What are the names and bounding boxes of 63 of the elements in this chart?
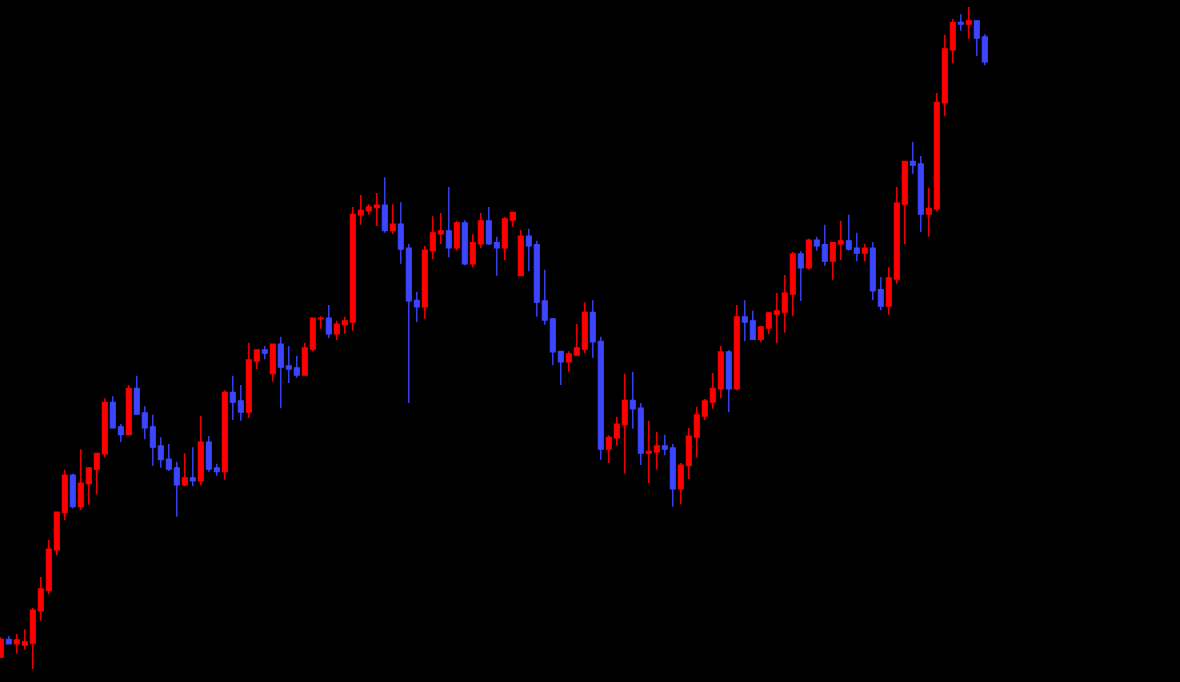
candlestick: [541, 269, 548, 326]
candlestick: [237, 384, 244, 422]
candlestick: [973, 19, 980, 57]
candlestick: [173, 461, 180, 518]
candlestick: [845, 214, 852, 252]
candlestick: [773, 292, 780, 344]
candlestick: [253, 349, 260, 370]
candlestick: [765, 311, 772, 335]
candlestick: [965, 6, 972, 40]
candlestick: [629, 371, 636, 430]
candlestick: [141, 405, 148, 440]
candlestick: [797, 250, 804, 302]
candlestick: [653, 431, 660, 471]
candlestick: [661, 433, 668, 456]
candlestick: [613, 416, 620, 446]
candlestick: [37, 576, 44, 622]
candlestick: [821, 224, 828, 267]
candlestick: [677, 462, 684, 505]
candlestick: [149, 414, 156, 467]
candlestick: [909, 141, 916, 175]
candlestick: [181, 452, 188, 487]
candlestick: [573, 323, 580, 357]
candlestick: [693, 406, 700, 459]
candlestick: [709, 372, 716, 410]
candlestick: [157, 436, 164, 469]
candlestick: [413, 290, 420, 323]
candlestick: [77, 448, 84, 511]
candlestick: [853, 232, 860, 262]
candlestick: [565, 350, 572, 373]
candlestick: [469, 233, 476, 268]
candlestick: [877, 276, 884, 311]
candlestick: [357, 194, 364, 226]
candlestick: [645, 420, 652, 484]
candlestick: [85, 467, 92, 506]
candlestick: [277, 335, 284, 409]
candlestick: [333, 320, 340, 341]
candlestick: [189, 446, 196, 487]
candlestick: [829, 241, 836, 281]
candlestick: [437, 212, 444, 245]
candlestick: [285, 345, 292, 384]
candlestick: [325, 304, 332, 339]
candlestick: [749, 310, 756, 341]
candlestick: [373, 192, 380, 227]
candlestick: [485, 206, 492, 246]
candlestick: [165, 443, 172, 472]
candlestick: [837, 220, 844, 261]
candlestick: [701, 398, 708, 421]
candlestick: [781, 274, 788, 334]
candlestick: [525, 228, 532, 272]
candlestick: [13, 633, 20, 655]
candlestick: [925, 187, 932, 238]
candlestick: [493, 236, 500, 277]
candlestick: [389, 203, 396, 235]
candlestick: [93, 452, 100, 495]
candlestick: [21, 628, 28, 651]
candlestick: [477, 212, 484, 249]
candlestick: [557, 350, 564, 386]
candlestick: [741, 299, 748, 343]
candlestick: [429, 215, 436, 260]
candlestick: [605, 434, 612, 464]
candlestick: [445, 186, 452, 258]
candlestick: [229, 375, 236, 421]
candlestick: [293, 355, 300, 379]
